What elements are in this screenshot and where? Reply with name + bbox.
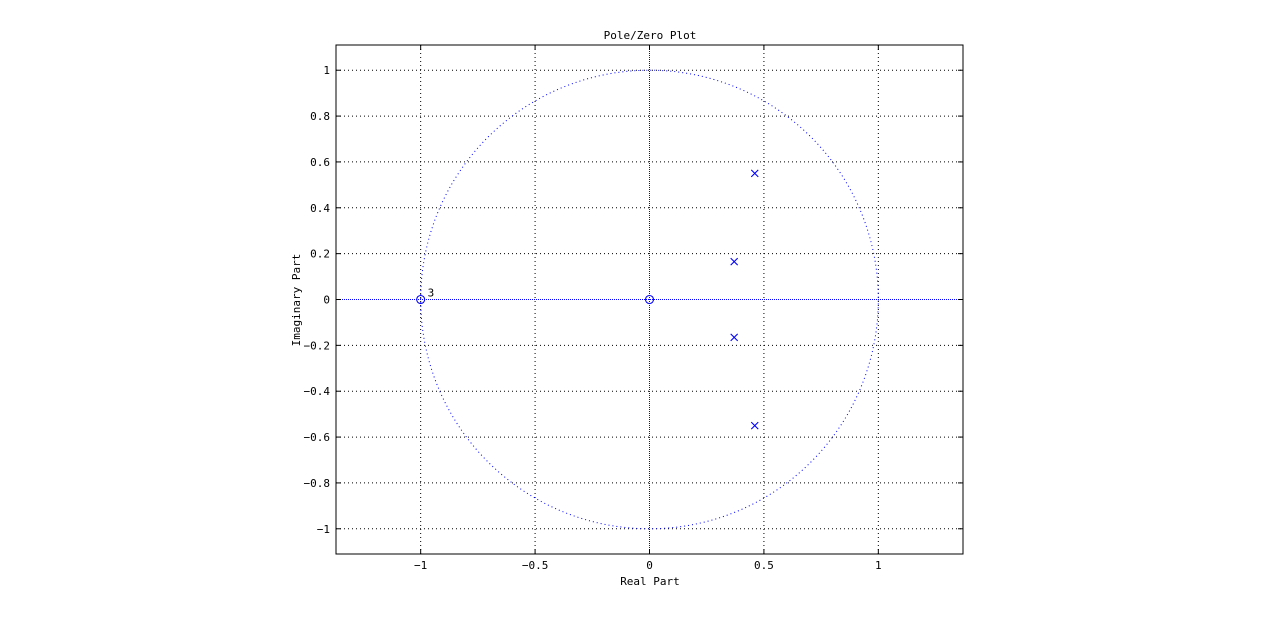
y-tick-label: 0.4 bbox=[310, 202, 330, 215]
marks: 3 bbox=[416, 169, 759, 430]
axis-lines bbox=[336, 45, 963, 554]
y-tick-label: 0.6 bbox=[310, 156, 330, 169]
x-tick-label: −1 bbox=[414, 559, 427, 572]
zero-marker bbox=[644, 294, 655, 305]
y-tick-label: −1 bbox=[317, 523, 330, 536]
pole-marker bbox=[730, 333, 739, 342]
zero-multiplicity-label: 3 bbox=[428, 287, 435, 300]
ticks: −1 −0.5 0 0.5 1 −1 −0.8 −0.6 −0.4 −0.2 0 0.2 0.4 0.6 0… bbox=[304, 45, 963, 572]
y-tick-label: −0.8 bbox=[304, 477, 331, 490]
y-tick-label: 0 bbox=[323, 294, 330, 307]
x-tick-label: 0.5 bbox=[754, 559, 774, 572]
y-tick-label: 0.2 bbox=[310, 248, 330, 261]
y-tick-label: −0.4 bbox=[304, 385, 331, 398]
x-tick-label: −0.5 bbox=[522, 559, 549, 572]
y-tick-label: 0.8 bbox=[310, 110, 330, 123]
y-tick-label: −0.6 bbox=[304, 431, 331, 444]
chart-title: Pole/Zero Plot bbox=[604, 29, 697, 42]
y-tick-label: 1 bbox=[323, 64, 330, 77]
pole-marker bbox=[750, 421, 759, 430]
pole-marker bbox=[730, 257, 739, 266]
y-axis-label: Imaginary Part bbox=[290, 254, 303, 347]
x-tick-label: 1 bbox=[875, 559, 882, 572]
y-tick-label: −0.2 bbox=[304, 339, 331, 352]
x-axis-label: Real Part bbox=[620, 575, 680, 588]
zero-marker bbox=[416, 294, 426, 305]
x-tick-label: 0 bbox=[646, 559, 653, 572]
pole-marker bbox=[750, 169, 759, 178]
